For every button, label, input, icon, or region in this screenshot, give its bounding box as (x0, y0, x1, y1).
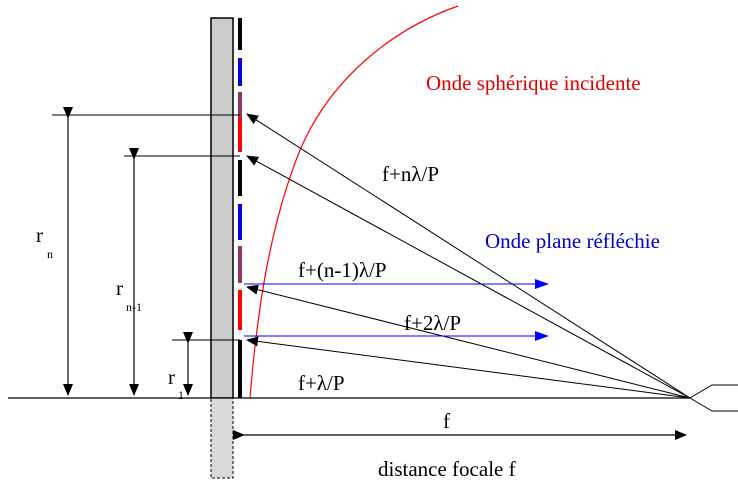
rn-subscript: n (47, 247, 53, 261)
substrate-plate (210, 17, 234, 399)
feed-horn-icon (689, 384, 738, 412)
spherical-wave-front (249, 5, 459, 399)
focal-distance-label: distance focale f (378, 457, 516, 481)
path-1-label: f+λ/P (298, 371, 345, 395)
ray-n (246, 113, 691, 399)
path-n-minus-1-label: f+(n-1)λ/P (298, 258, 387, 282)
r1-label: r (168, 365, 175, 389)
rn1-subscript: n-1 (126, 300, 142, 314)
ray-1 (246, 336, 691, 399)
rn-label: r (36, 223, 43, 247)
path-n-label: f+nλ/P (382, 162, 439, 186)
substrate-below-axis (210, 397, 234, 479)
spherical-wave-label: Onde sphérique incidente (426, 71, 641, 95)
ray-2 (246, 284, 691, 399)
focal-f-label: f (443, 409, 450, 433)
r1-subscript: 1 (178, 388, 184, 402)
rn1-label: r (116, 276, 123, 300)
path-2-label: f+2λ/P (404, 311, 461, 335)
ray-n-minus-1 (246, 155, 691, 399)
plane-wave-label: Onde plane réfléchie (485, 229, 660, 253)
